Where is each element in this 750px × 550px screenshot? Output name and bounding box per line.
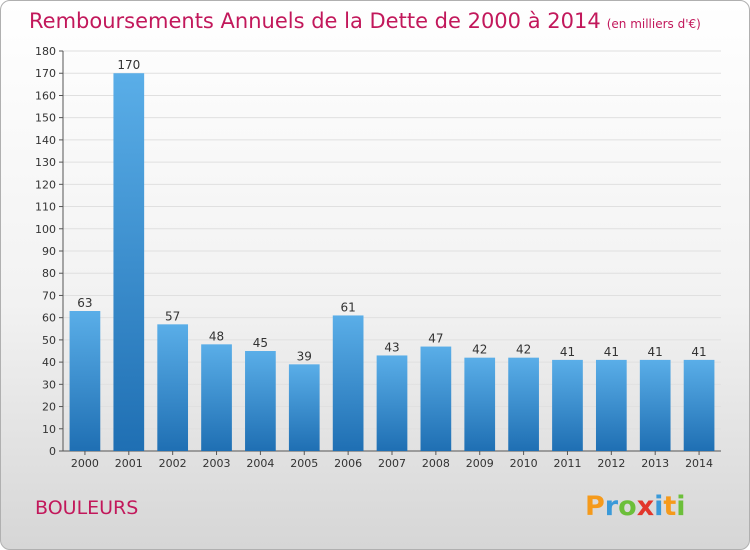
y-tick-label: 0 bbox=[49, 445, 56, 458]
bar-2001 bbox=[113, 73, 145, 451]
bars bbox=[69, 73, 715, 451]
data-label: 63 bbox=[77, 296, 92, 310]
y-tick-label: 140 bbox=[35, 134, 56, 147]
y-tick-labels: 0 10 20 30 40 50 60 70 80 90 100 110 120 130 140 150 160… bbox=[35, 45, 56, 458]
x-tick-label: 2004 bbox=[246, 457, 274, 470]
bar-2011 bbox=[552, 359, 583, 451]
bar-2008 bbox=[420, 346, 452, 451]
bar-2014 bbox=[683, 359, 715, 451]
data-label: 39 bbox=[297, 349, 312, 363]
y-tick-label: 20 bbox=[42, 401, 56, 414]
y-tick-label: 30 bbox=[42, 378, 56, 391]
bar-2010 bbox=[508, 357, 539, 451]
y-tick-label: 120 bbox=[35, 178, 56, 191]
data-label: 170 bbox=[117, 58, 140, 72]
bar-2002 bbox=[157, 324, 189, 451]
bar-2012 bbox=[595, 359, 627, 451]
y-tick-label: 180 bbox=[35, 45, 56, 58]
x-tick-labels: 2000 2001 2002 2003 2004 2005 2006 2007 2008 2009… bbox=[71, 457, 713, 470]
y-tick-label: 50 bbox=[42, 334, 56, 347]
x-tick-label: 2003 bbox=[203, 457, 231, 470]
y-tick-label: 60 bbox=[42, 312, 56, 325]
y-tick-label: 160 bbox=[35, 89, 56, 102]
x-tick-label: 2007 bbox=[378, 457, 406, 470]
data-label: 47 bbox=[428, 332, 443, 346]
y-tick-label: 90 bbox=[42, 245, 56, 258]
x-tick-label: 2005 bbox=[290, 457, 318, 470]
data-label: 41 bbox=[560, 345, 575, 359]
bar-2004 bbox=[245, 351, 276, 451]
data-label: 61 bbox=[340, 300, 355, 314]
y-tick-label: 170 bbox=[35, 67, 56, 80]
y-tick-label: 40 bbox=[42, 356, 56, 369]
y-tick-label: 10 bbox=[42, 423, 56, 436]
unit-label: (en milliers d'€) bbox=[606, 17, 701, 31]
x-tick-label: 2013 bbox=[641, 457, 669, 470]
y-tick-label: 150 bbox=[35, 112, 56, 125]
y-tick-label: 100 bbox=[35, 223, 56, 236]
data-label: 41 bbox=[691, 345, 706, 359]
data-label: 43 bbox=[384, 340, 399, 354]
x-tick-label: 2001 bbox=[115, 457, 143, 470]
data-label: 45 bbox=[253, 336, 268, 350]
x-tick-label: 2008 bbox=[422, 457, 450, 470]
bar-2013 bbox=[639, 359, 671, 451]
bar-2007 bbox=[376, 355, 408, 451]
data-label: 57 bbox=[165, 309, 180, 323]
bar-2006 bbox=[332, 315, 364, 451]
x-tick-label: 2009 bbox=[466, 457, 494, 470]
data-labels: 63 170 57 48 45 39 61 43 47 42 42 41 41 41 41 bbox=[77, 58, 706, 363]
x-tick-label: 2014 bbox=[685, 457, 713, 470]
x-tick-label: 2012 bbox=[597, 457, 625, 470]
title-text: Remboursements Annuels de la Dette de 20… bbox=[29, 9, 601, 33]
data-label: 42 bbox=[472, 343, 487, 357]
data-label: 42 bbox=[516, 343, 531, 357]
proxiti-logo[interactable]: Proxiti bbox=[585, 491, 686, 522]
y-tick-label: 110 bbox=[35, 201, 56, 214]
bar-2005 bbox=[288, 364, 320, 451]
bar-2000 bbox=[69, 311, 101, 451]
chart-title: Remboursements Annuels de la Dette de 20… bbox=[29, 9, 701, 33]
x-tick-label: 2002 bbox=[159, 457, 187, 470]
y-tick-label: 130 bbox=[35, 156, 56, 169]
data-label: 48 bbox=[209, 329, 224, 343]
x-tick-label: 2006 bbox=[334, 457, 362, 470]
data-label: 41 bbox=[604, 345, 619, 359]
x-tick-label: 2011 bbox=[553, 457, 581, 470]
data-label: 41 bbox=[648, 345, 663, 359]
y-tick-label: 70 bbox=[42, 289, 56, 302]
commune-name: BOULEURS bbox=[35, 497, 139, 519]
y-tick-label: 80 bbox=[42, 267, 56, 280]
x-tick-label: 2000 bbox=[71, 457, 99, 470]
x-tick-label: 2010 bbox=[510, 457, 538, 470]
bar-2009 bbox=[464, 357, 496, 451]
bar-2003 bbox=[201, 344, 232, 451]
